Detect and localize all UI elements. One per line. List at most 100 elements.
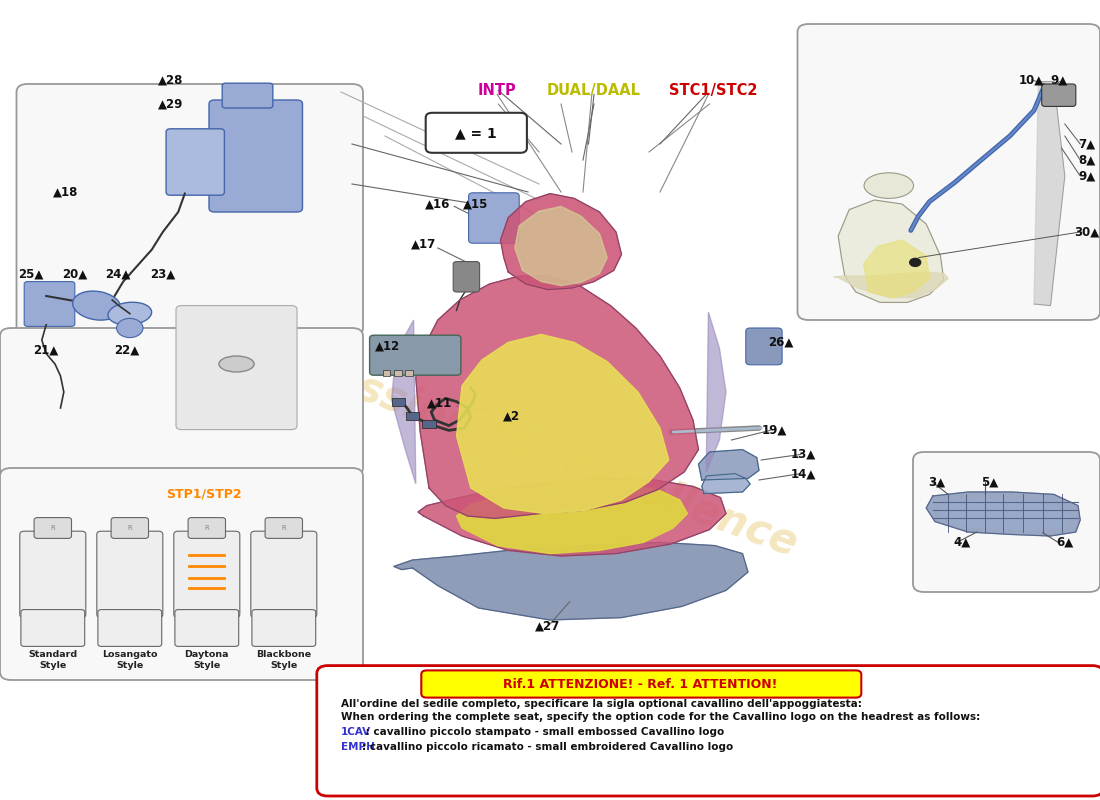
Polygon shape xyxy=(500,194,621,290)
Text: 26▲: 26▲ xyxy=(768,335,794,348)
FancyBboxPatch shape xyxy=(469,193,519,243)
FancyBboxPatch shape xyxy=(798,24,1100,320)
Ellipse shape xyxy=(73,291,121,320)
FancyBboxPatch shape xyxy=(166,129,224,195)
Text: 1CAV: 1CAV xyxy=(341,727,371,737)
Text: 22▲: 22▲ xyxy=(114,344,139,357)
Text: EMPH: EMPH xyxy=(341,742,375,752)
Ellipse shape xyxy=(219,356,254,372)
Text: ▲ = 1: ▲ = 1 xyxy=(455,126,497,140)
Text: INTP: INTP xyxy=(477,83,517,98)
Text: R: R xyxy=(51,525,55,531)
Polygon shape xyxy=(864,240,930,298)
FancyBboxPatch shape xyxy=(209,100,302,212)
Text: 23▲: 23▲ xyxy=(151,267,175,280)
Text: 13▲: 13▲ xyxy=(791,448,815,461)
FancyBboxPatch shape xyxy=(98,610,162,646)
Bar xyxy=(422,420,436,428)
Bar xyxy=(383,370,390,376)
Text: Daytona
Style: Daytona Style xyxy=(185,650,229,670)
Text: Standard
Style: Standard Style xyxy=(29,650,77,670)
Text: ▲17: ▲17 xyxy=(411,238,436,250)
Text: 25▲: 25▲ xyxy=(18,267,44,280)
FancyBboxPatch shape xyxy=(0,468,363,680)
Circle shape xyxy=(910,258,921,266)
FancyBboxPatch shape xyxy=(97,531,163,618)
Text: : cavallino piccolo ricamato - small embroidered Cavallino logo: : cavallino piccolo ricamato - small emb… xyxy=(362,742,734,752)
FancyBboxPatch shape xyxy=(265,518,302,538)
Circle shape xyxy=(117,318,143,338)
Polygon shape xyxy=(942,500,1069,530)
Text: ▲11: ▲11 xyxy=(428,397,452,410)
Polygon shape xyxy=(834,272,948,298)
Polygon shape xyxy=(702,474,750,494)
Polygon shape xyxy=(456,334,669,514)
Text: ▲27: ▲27 xyxy=(536,619,560,632)
Ellipse shape xyxy=(865,173,914,198)
FancyBboxPatch shape xyxy=(188,518,226,538)
FancyBboxPatch shape xyxy=(174,531,240,618)
Text: ▲18: ▲18 xyxy=(53,186,79,198)
Text: 4▲: 4▲ xyxy=(954,536,971,549)
Polygon shape xyxy=(416,276,698,518)
FancyBboxPatch shape xyxy=(317,666,1100,796)
Text: 9▲: 9▲ xyxy=(1050,74,1068,86)
Text: R: R xyxy=(282,525,286,531)
Polygon shape xyxy=(926,492,1080,536)
Text: 6▲: 6▲ xyxy=(1056,536,1074,549)
FancyBboxPatch shape xyxy=(421,670,861,698)
FancyBboxPatch shape xyxy=(746,328,782,365)
FancyBboxPatch shape xyxy=(16,84,363,336)
Text: 3▲: 3▲ xyxy=(928,476,946,489)
Bar xyxy=(394,370,402,376)
Text: 19▲: 19▲ xyxy=(761,424,788,437)
Text: DUAL/DAAL: DUAL/DAAL xyxy=(547,83,641,98)
Text: 24▲: 24▲ xyxy=(104,267,131,280)
Text: R: R xyxy=(128,525,132,531)
Text: STP1/STP2: STP1/STP2 xyxy=(166,488,241,501)
FancyBboxPatch shape xyxy=(222,83,273,108)
Text: All'ordine del sedile completo, specificare la sigla optional cavallino dell'app: All'ordine del sedile completo, specific… xyxy=(341,699,862,709)
FancyBboxPatch shape xyxy=(370,335,461,375)
Text: 21▲: 21▲ xyxy=(34,344,58,357)
Polygon shape xyxy=(838,200,944,302)
Text: passion for excellence: passion for excellence xyxy=(297,346,803,566)
FancyBboxPatch shape xyxy=(0,328,363,476)
Polygon shape xyxy=(706,312,726,472)
Text: 20▲: 20▲ xyxy=(63,267,87,280)
FancyBboxPatch shape xyxy=(252,610,316,646)
Text: Blackbone
Style: Blackbone Style xyxy=(256,650,311,670)
Polygon shape xyxy=(1034,82,1065,306)
Ellipse shape xyxy=(108,302,152,325)
Text: 8▲: 8▲ xyxy=(1078,154,1096,166)
FancyBboxPatch shape xyxy=(251,531,317,618)
Text: ▲28: ▲28 xyxy=(157,74,184,86)
FancyBboxPatch shape xyxy=(176,306,297,430)
Polygon shape xyxy=(456,484,688,554)
Text: ▲29: ▲29 xyxy=(157,98,184,110)
FancyBboxPatch shape xyxy=(21,610,85,646)
Polygon shape xyxy=(394,542,748,620)
Text: 7▲: 7▲ xyxy=(1078,138,1096,150)
Text: 9▲: 9▲ xyxy=(1078,170,1096,182)
FancyBboxPatch shape xyxy=(34,518,72,538)
Text: ▲15: ▲15 xyxy=(462,198,488,210)
FancyBboxPatch shape xyxy=(453,262,480,292)
Text: 10▲: 10▲ xyxy=(1020,74,1044,86)
Text: Losangato
Style: Losangato Style xyxy=(102,650,157,670)
Polygon shape xyxy=(698,450,759,480)
FancyBboxPatch shape xyxy=(913,452,1100,592)
Bar xyxy=(392,398,405,406)
Text: ▲12: ▲12 xyxy=(375,339,399,352)
Polygon shape xyxy=(392,320,416,484)
Polygon shape xyxy=(515,206,607,286)
Text: ▲16: ▲16 xyxy=(425,198,451,210)
Bar xyxy=(406,412,419,420)
FancyBboxPatch shape xyxy=(1042,84,1076,106)
Text: Rif.1 ATTENZIONE! - Ref. 1 ATTENTION!: Rif.1 ATTENZIONE! - Ref. 1 ATTENTION! xyxy=(503,678,778,690)
FancyBboxPatch shape xyxy=(175,610,239,646)
FancyBboxPatch shape xyxy=(24,282,75,326)
FancyBboxPatch shape xyxy=(111,518,148,538)
Text: 14▲: 14▲ xyxy=(790,467,816,480)
Polygon shape xyxy=(418,478,726,556)
